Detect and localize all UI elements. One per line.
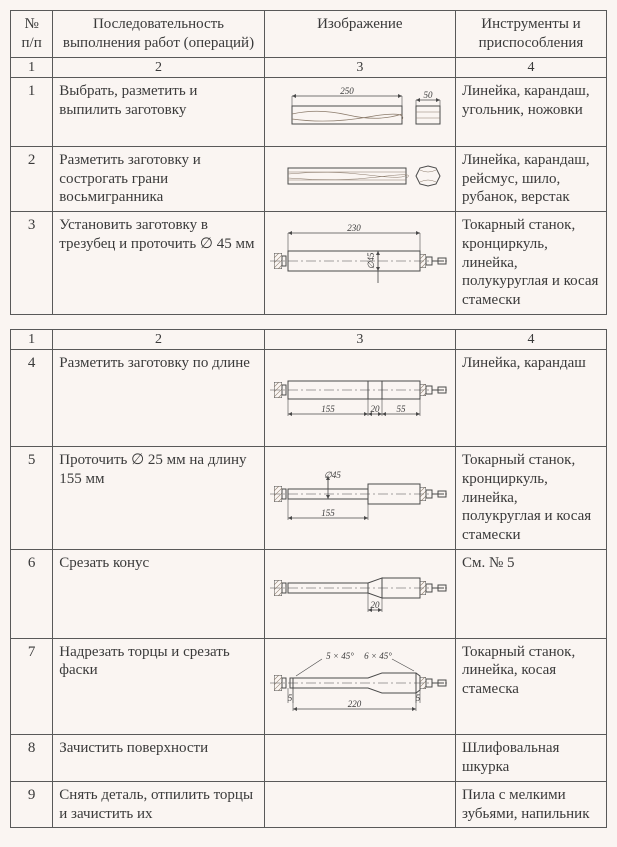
row-operation: Установить заготовку в трезубец и проточ… bbox=[53, 212, 264, 315]
row-drawing: 230 ∅45 bbox=[264, 212, 455, 315]
row-operation: Надрезать торцы и срезать фаски bbox=[53, 638, 264, 735]
svg-text:20: 20 bbox=[370, 404, 380, 414]
svg-text:5 × 45°: 5 × 45° bbox=[326, 651, 354, 661]
subhead-2: 2 bbox=[53, 57, 264, 78]
table-row: 2Разметить заготовку и сострогать грани … bbox=[11, 146, 607, 211]
row-number: 4 bbox=[11, 350, 53, 447]
row-number: 8 bbox=[11, 735, 53, 782]
row-number: 5 bbox=[11, 447, 53, 550]
row-tools: Токарный станок, кронциркуль, линейка, п… bbox=[455, 212, 606, 315]
svg-text:220: 220 bbox=[348, 699, 362, 709]
header-img: Изображение bbox=[264, 11, 455, 58]
row-tools: Пила с мелкими зубьями, напильник bbox=[455, 781, 606, 828]
row-operation: Срезать конус bbox=[53, 549, 264, 638]
table-row: 1Выбрать, разметить и выпилить заготовку… bbox=[11, 78, 607, 147]
row-number: 2 bbox=[11, 146, 53, 211]
table-row: 4Разметить заготовку по длине 155 20 55 Лине… bbox=[11, 350, 607, 447]
subhead-1b: 1 bbox=[11, 329, 53, 350]
row-drawing: 250 50 bbox=[264, 78, 455, 147]
header-tools: Инструменты и приспособления bbox=[455, 11, 606, 58]
table-row: 6Срезать конус 20 См. № 5 bbox=[11, 549, 607, 638]
row-number: 1 bbox=[11, 78, 53, 147]
header-num: № п/п bbox=[11, 11, 53, 58]
svg-text:20: 20 bbox=[370, 600, 380, 610]
row-tools: Линейка, карандаш, угольник, ножовки bbox=[455, 78, 606, 147]
svg-text:5: 5 bbox=[288, 693, 293, 703]
row-operation: Снять деталь, отпилить торцы и зачистить… bbox=[53, 781, 264, 828]
row-operation: Зачистить поверхности bbox=[53, 735, 264, 782]
row-number: 3 bbox=[11, 212, 53, 315]
row-drawing: 5 × 45° 6 × 45° 220 5 5 bbox=[264, 638, 455, 735]
row-operation: Выбрать, разметить и выпилить заготовку bbox=[53, 78, 264, 147]
row-tools: Линейка, карандаш, рейсмус, шило, рубано… bbox=[455, 146, 606, 211]
table1-body: 1Выбрать, разметить и выпилить заготовку… bbox=[11, 78, 607, 315]
row-drawing bbox=[264, 735, 455, 782]
svg-text:250: 250 bbox=[340, 86, 354, 96]
subhead-2b: 2 bbox=[53, 329, 264, 350]
row-tools: Линейка, карандаш bbox=[455, 350, 606, 447]
svg-text:6 × 45°: 6 × 45° bbox=[364, 651, 392, 661]
row-drawing bbox=[264, 146, 455, 211]
svg-text:5: 5 bbox=[416, 693, 421, 703]
svg-text:230: 230 bbox=[347, 223, 361, 233]
svg-text:55: 55 bbox=[396, 404, 406, 414]
svg-text:50: 50 bbox=[423, 90, 433, 100]
subhead-4b: 4 bbox=[455, 329, 606, 350]
table-row: 3Установить заготовку в трезубец и прото… bbox=[11, 212, 607, 315]
operations-table-1: № п/п Последовательность выполнения рабо… bbox=[10, 10, 607, 315]
table-row: 7Надрезать торцы и срезать фаски 5 × 45° 6… bbox=[11, 638, 607, 735]
row-operation: Разметить заготовку по длине bbox=[53, 350, 264, 447]
subhead-1: 1 bbox=[11, 57, 53, 78]
header-ops: Последовательность выполнения работ (опе… bbox=[53, 11, 264, 58]
svg-text:∅45: ∅45 bbox=[366, 252, 376, 269]
row-number: 6 bbox=[11, 549, 53, 638]
row-operation: Разметить заготовку и сострогать грани в… bbox=[53, 146, 264, 211]
operations-table-2: 1 2 3 4 4Разметить заготовку по длине155… bbox=[10, 329, 607, 829]
table-row: 9Снять деталь, отпилить торцы и зачистит… bbox=[11, 781, 607, 828]
svg-text:∅45: ∅45 bbox=[324, 470, 341, 480]
subhead-3: 3 bbox=[264, 57, 455, 78]
subhead-3b: 3 bbox=[264, 329, 455, 350]
row-drawing: 155 ∅45 bbox=[264, 447, 455, 550]
row-tools: См. № 5 bbox=[455, 549, 606, 638]
table2-body: 4Разметить заготовку по длине1552055Лине… bbox=[11, 350, 607, 828]
row-tools: Токарный станок, линейка, косая стамеска bbox=[455, 638, 606, 735]
row-drawing bbox=[264, 781, 455, 828]
row-tools: Токарный станок, кронциркуль, линейка, п… bbox=[455, 447, 606, 550]
table-row: 8Зачистить поверхности Шлифовальная шкурк… bbox=[11, 735, 607, 782]
svg-text:155: 155 bbox=[321, 508, 335, 518]
row-drawing: 20 bbox=[264, 549, 455, 638]
table-row: 5Проточить ∅ 25 мм на длину 155 мм 155 ∅45… bbox=[11, 447, 607, 550]
row-number: 9 bbox=[11, 781, 53, 828]
row-drawing: 155 20 55 bbox=[264, 350, 455, 447]
row-number: 7 bbox=[11, 638, 53, 735]
subhead-4: 4 bbox=[455, 57, 606, 78]
row-tools: Шлифовальная шкурка bbox=[455, 735, 606, 782]
svg-text:155: 155 bbox=[321, 404, 335, 414]
row-operation: Проточить ∅ 25 мм на длину 155 мм bbox=[53, 447, 264, 550]
